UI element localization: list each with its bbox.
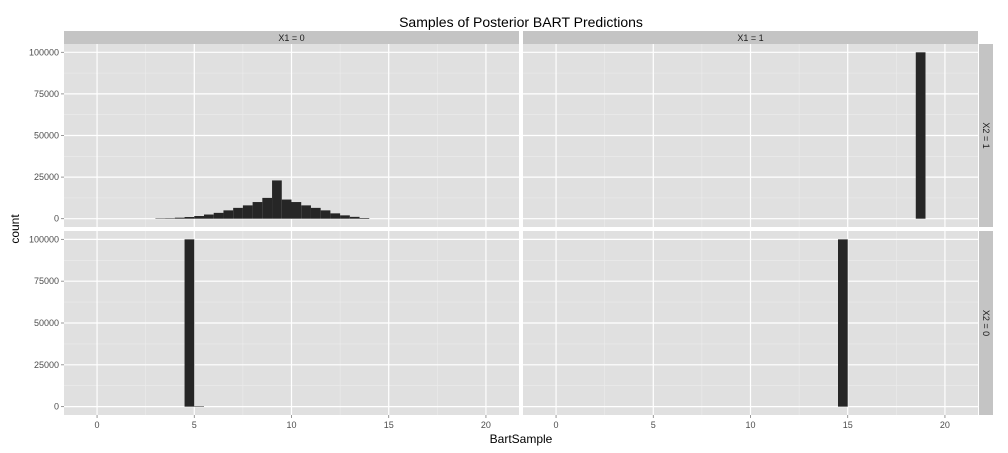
y-tick-label: 100000 [29, 47, 59, 57]
y-axis-title: count [8, 214, 22, 244]
y-tick-label: 25000 [34, 360, 59, 370]
histogram-bar [242, 205, 253, 219]
x-axis-title: BartSample [490, 432, 553, 446]
y-tick-label: 0 [54, 402, 59, 412]
histogram-bar [184, 217, 195, 219]
row-strip-label: X2 = 1 [981, 122, 991, 148]
facet-panel [64, 44, 519, 227]
histogram-bar [291, 202, 302, 219]
y-tick-label: 0 [54, 214, 59, 224]
histogram-bar [340, 215, 350, 219]
histogram-bar [194, 406, 204, 407]
histogram-bar [301, 205, 311, 219]
column-strip [64, 31, 519, 44]
histogram-bar [262, 197, 273, 219]
histogram-bar [349, 216, 360, 219]
x-tick-label: 15 [384, 420, 394, 430]
histogram-bar [194, 216, 204, 219]
y-tick-label: 100000 [29, 234, 59, 244]
histogram-bar [915, 52, 926, 219]
x-tick-label: 15 [843, 420, 853, 430]
x-tick-label: 10 [286, 420, 296, 430]
histogram-bar [281, 199, 292, 219]
histogram-bar [838, 239, 848, 407]
histogram-bar [330, 213, 341, 219]
y-tick-label: 50000 [34, 131, 59, 141]
y-tick-label: 25000 [34, 172, 59, 182]
x-tick-label: 5 [651, 420, 656, 430]
histogram-bar [213, 212, 224, 219]
histogram-bar [272, 180, 282, 219]
x-tick-label: 0 [554, 420, 559, 430]
column-strip-label: X1 = 0 [278, 33, 304, 43]
histogram-bar [320, 210, 331, 219]
facet-panel [64, 231, 519, 415]
histogram-bar [204, 214, 214, 219]
column-strip-label: X1 = 1 [737, 33, 763, 43]
x-tick-label: 20 [940, 420, 950, 430]
x-tick-label: 20 [481, 420, 491, 430]
x-tick-label: 5 [192, 420, 197, 430]
facet-panel [523, 44, 978, 227]
chart-title: Samples of Posterior BART Predictions [399, 14, 643, 30]
column-strip [523, 31, 978, 44]
y-tick-label: 50000 [34, 318, 59, 328]
row-strip-label: X2 = 0 [981, 310, 991, 336]
row-strip [979, 231, 993, 415]
facet-panel [523, 231, 978, 415]
x-tick-label: 0 [95, 420, 100, 430]
histogram-bar [252, 202, 263, 219]
y-tick-label: 75000 [34, 276, 59, 286]
histogram-bar [174, 217, 185, 219]
y-tick-label: 75000 [34, 89, 59, 99]
histogram-bar [310, 207, 321, 219]
histogram-bar [359, 218, 370, 219]
x-tick-label: 10 [745, 420, 755, 430]
histogram-bar [233, 207, 243, 219]
row-strip [979, 44, 993, 227]
facet-panels: X1 = 0 X1 = 1 X2 = 1 X2 = 0 0 25000 50000 75000… [29, 31, 993, 430]
histogram-bar [184, 239, 195, 407]
histogram-bar [223, 210, 234, 219]
